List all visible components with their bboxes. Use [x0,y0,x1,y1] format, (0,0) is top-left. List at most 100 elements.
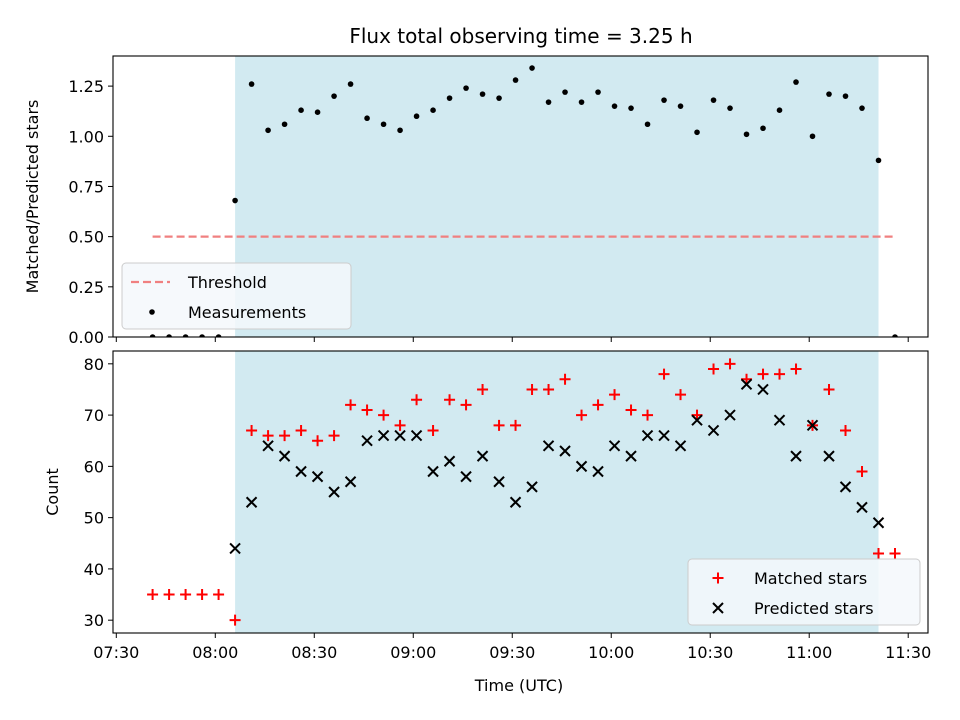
measurement-point [512,77,519,83]
measurement-point [331,93,337,99]
matched-point [774,368,786,380]
predicted-point [806,419,819,432]
x-axis-label: Time (UTC) [474,676,563,695]
x-tick-label: 11:00 [786,643,832,662]
x-tick-label: 08:00 [192,643,238,662]
legend-box [121,262,352,330]
predicted-point [245,496,258,508]
matched-point [246,424,258,436]
legend-marker-predicted [712,602,724,614]
legend: Matched stars Predicted stars [687,558,921,626]
matched-point [856,465,868,477]
measurement-point [793,79,799,85]
predicted-point [427,465,439,478]
measurement-point [661,97,667,103]
y-tick-label: 30 [84,611,104,630]
measurement-point [232,197,238,204]
measurement-point [562,89,568,95]
measurement-point [776,107,783,113]
predicted-point [641,429,654,442]
axes-frame [112,55,929,338]
predicted-point [823,450,835,462]
predicted-point [295,465,307,478]
predicted-point [691,414,703,426]
measurement-point [248,81,255,87]
matched-point [147,589,159,601]
predicted-point [707,424,720,437]
measurement-point [875,157,882,164]
measurement-point [446,95,453,101]
y-tick-label: 70 [84,406,104,425]
predicted-point [790,450,802,462]
measurement-point [380,121,387,128]
predicted-point [377,429,390,442]
matched-point [427,424,439,436]
predicted-point [344,476,357,488]
y-tick-label: 1.00 [68,127,104,146]
measurement-point [859,105,865,111]
chart-title: Flux total observing time = 3.25 h [349,24,692,48]
matched-point [675,389,687,401]
measurement-point [892,334,898,337]
predicted-point [311,470,324,483]
legend-label: Matched stars [754,569,867,588]
x-tick-label: 09:30 [489,643,535,662]
matched-point [444,394,456,406]
legend-label: Measurements [188,303,306,322]
measurement-point [149,334,156,337]
measurement-point [463,85,469,91]
matched-point [196,589,208,601]
x-tick-label: 10:30 [687,643,733,662]
predicted-point [724,409,736,421]
matched-point [312,435,324,447]
legend-label: Threshold [187,273,267,292]
measurement-point [760,125,766,132]
predicted-point [658,429,670,442]
legend-marker-measurements [149,309,155,315]
predicted-point [394,429,406,442]
y-tick-label: 40 [84,560,104,579]
measurement-point [694,129,700,136]
y-tick-label: 80 [84,355,104,374]
matched-point [411,394,423,406]
measurement-point [727,105,733,111]
measurement-point [529,65,535,71]
matched-point [642,409,654,421]
y-axis-label: Count [43,468,62,516]
y-axis-label: Matched/Predicted stars [23,100,42,294]
matched-point [609,389,621,401]
matched-point [394,419,406,431]
matched-point [576,409,588,421]
predicted-point [575,460,588,473]
measurement-point [364,115,370,122]
measurement-point [314,109,321,115]
series-measurements [149,65,898,337]
measurement-point [578,99,585,105]
y-tick-label: 60 [84,457,104,476]
predicted-point [262,440,274,452]
matched-point [823,383,835,395]
matched-point [510,419,522,431]
matched-point [873,548,885,560]
predicted-point [476,450,489,462]
predicted-point [328,486,340,498]
matched-point [180,589,192,601]
matched-point [229,614,241,626]
matched-point [724,358,736,370]
measurement-point [677,103,684,109]
ratio-panel: 0.00 0.25 0.50 0.75 1.00 1.25 Matched/Predicte… [23,55,929,347]
predicted-point [229,542,241,555]
measurement-point [826,91,832,97]
measurement-point [265,127,271,134]
series-matched-stars [147,358,901,626]
matched-point [213,589,225,601]
measurement-point [710,97,717,103]
legend: Threshold Measurements [121,262,352,330]
matched-point [691,409,703,421]
measurement-point [166,334,172,337]
measurement-point [743,131,750,138]
x-tick-label: 11:30 [885,643,931,662]
predicted-point [443,455,456,467]
y-tick-label: 50 [84,509,104,528]
measurement-point [281,121,288,128]
